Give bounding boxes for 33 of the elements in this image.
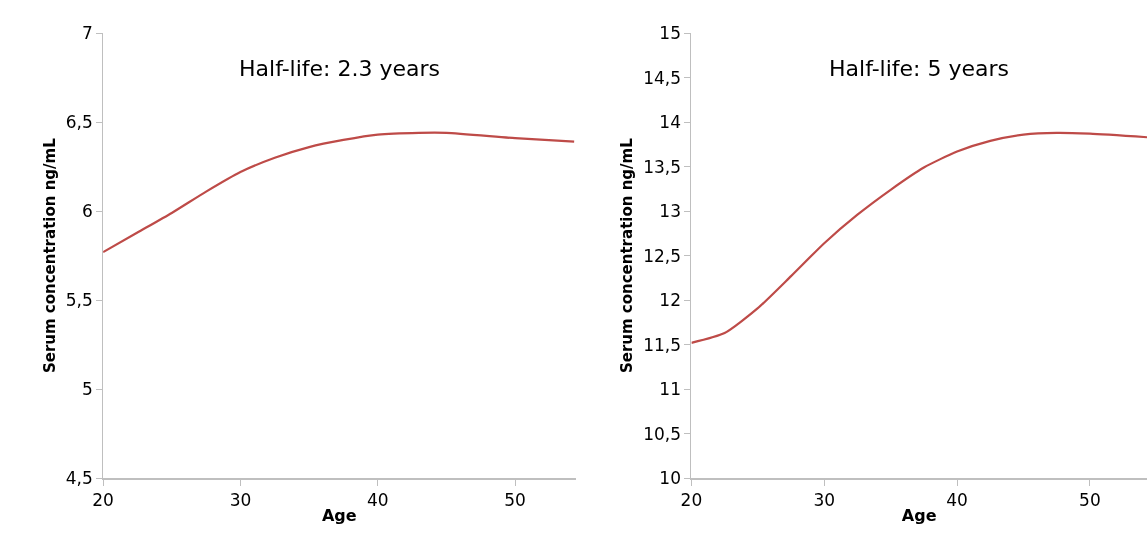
y-axis-title: Serum concentration ng/mL [40, 137, 59, 374]
x-tick-label: 30 [229, 490, 252, 511]
y-tick-label: 11 [659, 379, 682, 400]
y-tick-label: 10,5 [643, 423, 682, 444]
text: Half-life: 5 years [829, 56, 1010, 81]
x-tick-label: 50 [1079, 490, 1101, 511]
y-tick-label: 5 [81, 379, 93, 400]
x-tick-label: 20 [92, 490, 114, 511]
x-axis-title: Age [321, 505, 357, 525]
y-tick-label: 13 [659, 201, 682, 222]
x-tick-label: 20 [680, 490, 703, 511]
y-tick-label: 5,5 [65, 290, 93, 311]
x-tick-label: 50 [504, 490, 526, 511]
y-tick-label: 12,5 [643, 245, 682, 266]
y-tick-label: 13,5 [643, 156, 682, 177]
y-tick-label: 6,5 [65, 112, 93, 133]
text: Half-life: 2.3 years [239, 56, 441, 81]
line-series [103, 131, 576, 254]
y-tick-label: 10 [659, 468, 682, 489]
y-tick-label: 14,5 [643, 67, 682, 88]
line-series [691, 131, 1147, 344]
x-axis-title: Age [901, 505, 937, 525]
y-tick-label: 7 [81, 23, 93, 44]
y-tick-label: 12 [659, 290, 682, 311]
y-tick-label: 6 [81, 201, 93, 222]
x-tick-label: 40 [946, 490, 968, 511]
x-tick-label: 40 [366, 490, 389, 511]
y-axis-title: Serum concentration ng/mL [618, 137, 637, 374]
y-tick-label: 14 [659, 112, 682, 133]
y-tick-label: 11,5 [643, 334, 682, 355]
x-tick-label: 30 [813, 490, 836, 511]
y-tick-label: 4,5 [65, 468, 93, 489]
y-tick-label: 15 [659, 23, 682, 44]
